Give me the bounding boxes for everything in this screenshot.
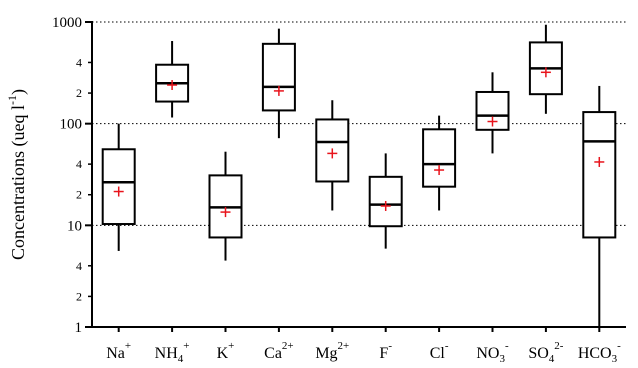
box-series — [101, 24, 617, 327]
y-tick-label: 4 — [76, 259, 82, 273]
y-tick-label: 100 — [60, 117, 83, 133]
iqr-box — [261, 42, 296, 112]
y-tick-label: 2 — [76, 289, 82, 303]
x-axis: Na+ NH4+ K+ Ca2+ Mg2+ F- Cl- NO3- SO42- HCO3- — [92, 326, 626, 365]
iqr-box — [582, 111, 617, 239]
box-2 — [155, 41, 190, 118]
box-3 — [208, 151, 243, 261]
y-tick-label: 4 — [76, 55, 82, 69]
x-tick-label: F- — [379, 340, 392, 362]
y-axis-label: Concentrations (ueq l-1) — [5, 89, 29, 260]
gridlines — [92, 21, 626, 226]
box-4 — [261, 28, 296, 139]
x-tick-label: NH4+ — [155, 340, 190, 365]
y-tick-label: 2 — [76, 86, 82, 100]
box-8 — [475, 72, 510, 154]
x-tick-label: Mg2+ — [315, 340, 349, 362]
y-tick-label: 10 — [67, 218, 82, 234]
y-tick-label: 2 — [76, 188, 82, 202]
y-tick-label: 4 — [76, 157, 82, 171]
box-5 — [315, 100, 350, 211]
x-tick-label: SO42- — [528, 340, 563, 365]
x-tick-label: NO3- — [476, 340, 509, 365]
x-tick-label: Na+ — [106, 340, 131, 362]
box-6 — [368, 153, 403, 249]
iqr-box — [422, 128, 457, 188]
box-1 — [101, 123, 136, 251]
box-10 — [582, 85, 617, 327]
y-tick-label: 1 — [75, 320, 83, 336]
y-axis: 1 10 100 1000 2 4 2 4 2 4 — [52, 15, 93, 336]
x-tick-label: K+ — [217, 340, 235, 362]
x-tick-label: Cl- — [430, 340, 449, 362]
x-tick-label: HCO3- — [578, 340, 621, 365]
box-7 — [422, 115, 457, 211]
x-tick-label: Ca2+ — [264, 340, 294, 362]
box-9 — [528, 24, 563, 114]
y-tick-label: 1000 — [52, 15, 82, 31]
